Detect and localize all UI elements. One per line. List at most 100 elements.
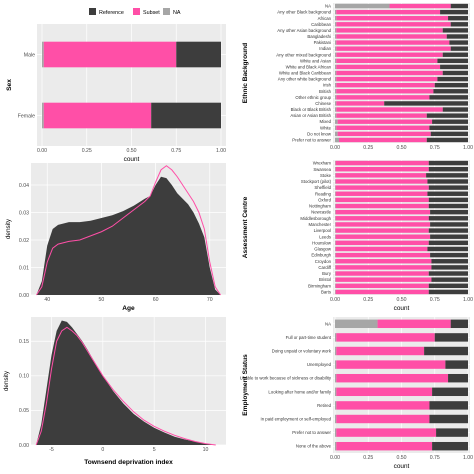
employment-bar-subset-6 — [336, 401, 430, 410]
centre-category-label: Bristol — [319, 277, 331, 282]
employment-bar-reference-1 — [434, 333, 468, 342]
employment-bar-na-4 — [335, 373, 337, 383]
ethnic-category-label: African — [318, 16, 332, 21]
centre-bar-reference-0 — [428, 160, 468, 166]
legend: Reference Subset NA — [89, 8, 181, 16]
legend-key-subset — [133, 8, 140, 15]
centre-bar-subset-2 — [335, 173, 427, 178]
ethnic-bar-subset-2 — [336, 16, 449, 21]
employment-bar-na-1 — [335, 333, 337, 342]
legend-key-reference — [89, 8, 96, 15]
sex-x-tick-label: 0.50 — [126, 148, 136, 154]
centre-bar-reference-4 — [428, 185, 468, 190]
centre-bar-reference-9 — [428, 216, 468, 221]
ethnic-category-label: White and Black African — [286, 64, 332, 69]
employment-x-tick-label: 0.25 — [363, 455, 373, 461]
centre-bar-subset-4 — [335, 185, 429, 190]
centre-bar-subset-1 — [335, 166, 429, 172]
ethnic-bar-reference-20 — [429, 125, 468, 130]
ethnic-bar-subset-7 — [336, 46, 451, 51]
age-y-tick-label: 0.03 — [19, 210, 29, 216]
townsend-y-tick-label: 0.15 — [19, 339, 29, 345]
centre-bar-reference-19 — [431, 277, 468, 282]
centre-bar-na-5 — [335, 191, 336, 196]
centre-bar-reference-7 — [428, 203, 468, 209]
centre-category-label: Sheffield — [314, 185, 331, 190]
centre-bar-subset-10 — [335, 222, 431, 227]
employment-bar-reference-6 — [429, 401, 468, 410]
ethnic-category-label: Indian — [319, 46, 331, 51]
ethnic-bar-na-12 — [335, 76, 337, 82]
centre-bar-na-7 — [335, 203, 336, 209]
sex-x-tick-label: 1.00 — [216, 148, 226, 154]
ethnic-bar-subset-3 — [336, 22, 451, 27]
ethnic-bar-na-7 — [335, 46, 337, 51]
centre-bar-reference-2 — [426, 173, 468, 178]
employment-bar-na-7 — [335, 414, 337, 424]
legend-label-reference: Reference — [99, 10, 124, 16]
centre-bar-reference-15 — [430, 252, 468, 258]
employment-y-axis-title: Employment Status — [242, 354, 249, 416]
centre-bar-reference-14 — [427, 246, 468, 252]
ethnic-bar-na-15 — [335, 95, 337, 100]
ethnic-bar-na-14 — [335, 89, 337, 94]
age-x-tick-label: 50 — [99, 297, 105, 303]
centre-category-label: Newcastle — [311, 210, 331, 215]
centre-bar-subset-0 — [335, 160, 429, 166]
townsend-x-tick-label: 10 — [203, 447, 209, 453]
centre-bar-na-0 — [335, 160, 336, 166]
ethnic-bar-subset-22 — [338, 137, 427, 143]
townsend-x-tick-label: 0 — [101, 447, 104, 453]
plots-layer: 0.00 0.25 0.50 0.75 1.00 Male Female count Sex 0.… — [3, 3, 473, 470]
townsend-x-axis-title: Townsend deprivation index — [84, 459, 173, 466]
ethnic-bar-reference-2 — [448, 16, 468, 21]
employment-bar-reference-8 — [436, 428, 468, 437]
ethnic-bar-reference-6 — [449, 40, 468, 45]
employment-bar-subset-8 — [336, 428, 437, 437]
ethnic-bar-na-4 — [335, 28, 337, 33]
centre-bar-subset-8 — [335, 209, 431, 215]
ethnic-bar-subset-15 — [336, 95, 430, 100]
townsend-y-tick-label: 0.05 — [19, 408, 29, 414]
centre-bar-reference-18 — [428, 271, 468, 276]
ethnic-bar-subset-9 — [336, 58, 438, 64]
centre-category-label: Birmingham — [308, 283, 331, 288]
centre-x-tick-label: 0.00 — [330, 297, 340, 303]
ethnic-category-label: Do not know — [307, 131, 332, 136]
ethnic-bar-reference-22 — [426, 137, 468, 143]
sex-x-tick-label: 0.75 — [171, 148, 181, 154]
centre-bar-na-18 — [335, 271, 336, 276]
employment-bar-reference-4 — [448, 373, 468, 383]
employment-bar-na-8 — [335, 428, 337, 437]
employment-bar-reference-9 — [432, 441, 468, 451]
sex-bar-subset-0 — [43, 41, 177, 68]
ethnic-bar-subset-21 — [337, 131, 431, 137]
centre-bar-na-13 — [335, 240, 336, 246]
ethnic-bar-reference-13 — [434, 82, 468, 88]
ethnic-bar-na-22 — [335, 137, 339, 143]
employment-category-label: Unemployed — [307, 362, 332, 367]
sex-bar-reference-1 — [151, 102, 221, 129]
ethnic-bar-na-20 — [335, 125, 337, 130]
sex-bar-subset-1 — [43, 102, 152, 129]
employment-category-label: Doing unpaid or voluntary work — [272, 349, 332, 354]
employment-category-label: Full or part-time student — [286, 335, 332, 340]
ethnic-bar-reference-7 — [450, 46, 468, 51]
centre-bar-reference-21 — [428, 289, 468, 295]
employment-bar-subset-7 — [336, 414, 430, 424]
ethnic-bar-subset-20 — [336, 125, 430, 130]
ethnic-bar-subset-6 — [336, 40, 450, 45]
employment-bar-subset-3 — [336, 360, 446, 369]
sex-x-tick-label: 0.00 — [37, 148, 47, 154]
employment-bar-subset-2 — [336, 346, 425, 356]
ethnic-bar-reference-14 — [433, 89, 468, 94]
ethnic-category-label: Other ethnic group — [295, 95, 331, 100]
sex-x-axis-title: count — [124, 156, 140, 163]
ethnic-bar-reference-3 — [450, 22, 468, 27]
ethnic-bar-na-8 — [335, 52, 337, 57]
age-y-tick-label: 0.02 — [19, 238, 29, 244]
ethnic-bar-na-0 — [335, 3, 390, 9]
ethnic-category-label: British — [319, 89, 332, 94]
townsend-x-tick-label: -5 — [49, 447, 54, 453]
employment-category-label: Unable to work because of sickness or di… — [240, 376, 332, 381]
